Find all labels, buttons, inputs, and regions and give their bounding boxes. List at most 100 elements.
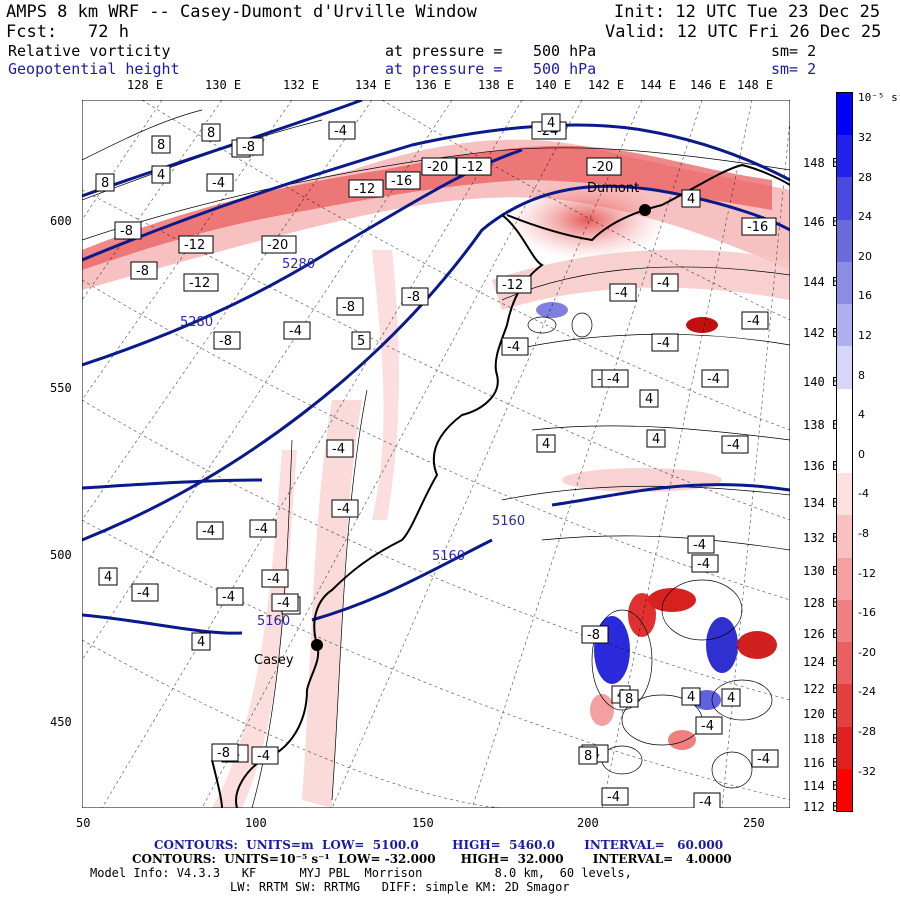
svg-text:8: 8	[101, 176, 109, 191]
vorticity-label: 5	[351, 331, 371, 350]
vorticity-label: -4	[249, 519, 277, 538]
colorbar-block	[837, 346, 852, 390]
svg-text:-4: -4	[334, 124, 347, 139]
vorticity-label: -4	[693, 792, 721, 808]
vorticity-label: 4	[151, 165, 171, 184]
height-label: 5160	[432, 549, 465, 564]
vorticity-label: 8	[619, 689, 639, 708]
station-marker-casey	[311, 639, 323, 651]
svg-text:-4: -4	[747, 314, 760, 329]
vorticity-label: -4	[741, 311, 769, 330]
svg-text:4: 4	[542, 437, 550, 452]
footer-model-info: Model Info: V4.3.3 KF MYJ PBL Morrison 8…	[90, 866, 632, 880]
field1-smoothing: sm= 2	[771, 42, 817, 60]
top-lon-label: 144 E	[640, 78, 677, 92]
right-lon-label: 142 E	[803, 326, 840, 340]
svg-text:-16: -16	[391, 174, 412, 189]
svg-text:-12: -12	[189, 276, 210, 291]
vorticity-label: -4	[601, 369, 629, 388]
colorbar-label: 24	[858, 210, 872, 224]
colorbar-label: -28	[858, 725, 876, 738]
svg-text:-4: -4	[202, 524, 215, 539]
svg-text:-4: -4	[615, 286, 628, 301]
vorticity-label: -4	[721, 435, 749, 454]
station-marker-dumont	[639, 204, 651, 216]
vorticity-max-east	[507, 180, 667, 260]
svg-text:-4: -4	[693, 538, 706, 553]
vorticity-label: -4	[326, 439, 354, 458]
height-label: 5280	[282, 257, 315, 272]
svg-text:-8: -8	[219, 334, 232, 349]
colorbar-block	[837, 726, 852, 770]
vorticity-label: -4	[283, 321, 311, 340]
svg-text:-20: -20	[267, 238, 288, 253]
top-lon-label: 140 E	[535, 78, 572, 92]
vorticity-label: -4	[601, 787, 629, 806]
right-lon-label: 126 E	[803, 627, 840, 641]
init-time: Init: 12 UTC Tue 23 Dec 25	[614, 2, 881, 22]
svg-text:4: 4	[645, 392, 653, 407]
vorticity-label: 8	[151, 135, 171, 154]
colorbar-block	[837, 430, 852, 474]
colorbar-block	[837, 135, 852, 178]
svg-text:-8: -8	[407, 290, 420, 305]
colorbar-label: -8	[858, 527, 869, 540]
colorbar-label: 8	[858, 368, 865, 382]
vorticity-label: -4	[131, 583, 159, 602]
top-lon-label: 148 E	[737, 78, 774, 92]
colorbar-block	[837, 473, 852, 516]
vorticity-label: -20	[421, 157, 457, 176]
top-lon-label: 146 E	[690, 78, 727, 92]
vorticity-labels: 88448-4-4-20-24-84-12-12-20-84-16-12-20-…	[95, 113, 779, 808]
right-lon-label: 146 E	[803, 215, 840, 229]
vorticity-label: -4	[501, 337, 529, 356]
vorticity-label: -4	[695, 716, 723, 735]
vorticity-label: -8	[581, 625, 609, 644]
vorticity-label: 4	[681, 687, 701, 706]
height-labels: 5280 5280 5160 5160 5160	[180, 257, 525, 629]
right-lon-label: 132 E	[803, 531, 840, 545]
right-lon-label: 148 E	[803, 156, 840, 170]
colorbar-label: 28	[858, 170, 872, 184]
x-tick-label: 150	[412, 816, 434, 830]
y-tick-label: 600	[50, 214, 72, 228]
vorticity-label: 8	[201, 123, 221, 142]
colorbar-block	[837, 642, 852, 685]
height-label: 5160	[257, 614, 290, 629]
right-lon-label: 116 E	[803, 756, 840, 770]
svg-text:-4: -4	[607, 372, 620, 387]
x-tick-label: 100	[245, 816, 267, 830]
colorbar-label: 16	[858, 289, 872, 303]
svg-text:-8: -8	[120, 224, 133, 239]
vorticity-label: -16	[385, 171, 421, 190]
svg-text:-4: -4	[697, 557, 710, 572]
colorbar-block	[837, 768, 852, 812]
vorticity-label: -12	[496, 275, 532, 294]
svg-text:4: 4	[157, 168, 165, 183]
vorticity-label: 4	[191, 632, 211, 651]
colorbar-label: -24	[858, 685, 876, 699]
field2-pressure-label: at pressure =	[385, 60, 503, 78]
vorticity-band-south	[492, 249, 790, 310]
coastline	[211, 163, 790, 808]
vorticity-label: -4	[701, 369, 729, 388]
vorticity-label: 4	[98, 567, 118, 586]
colorbar-label: -12	[858, 566, 876, 580]
vorticity-label: -8	[130, 261, 158, 280]
svg-text:-8: -8	[217, 746, 230, 761]
station-label-dumont: Dumont	[587, 181, 639, 196]
y-tick-label: 500	[50, 548, 72, 562]
colorbar-block	[837, 388, 852, 432]
vorticity-label: -8	[336, 297, 364, 316]
svg-text:4: 4	[687, 192, 695, 207]
vorticity-label: -4	[328, 121, 356, 140]
svg-text:-4: -4	[757, 752, 770, 767]
svg-text:-4: -4	[137, 586, 150, 601]
vorticity-label: -4	[651, 333, 679, 352]
x-tick-label: 200	[577, 816, 599, 830]
vorticity-label: 4	[721, 688, 741, 707]
vorticity-label: 4	[681, 189, 701, 208]
vorticity-label: -4	[271, 593, 299, 612]
height-label: 5160	[492, 514, 525, 529]
colorbar-unit: 10⁻⁵ s⁻¹	[858, 91, 900, 104]
